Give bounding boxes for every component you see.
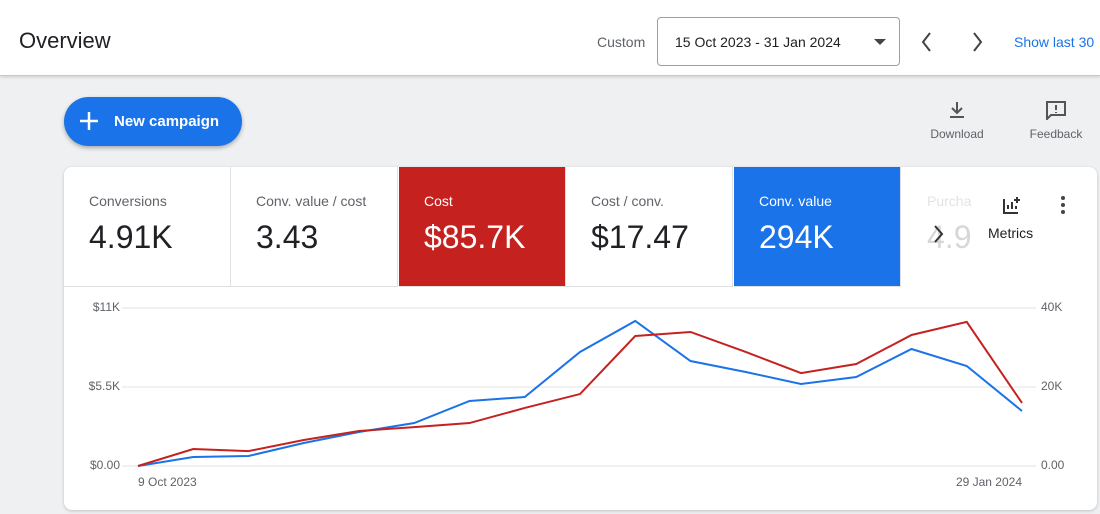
overview-card: Conversions 4.91K Conv. value / cost 3.43 … [64,167,1097,510]
metric-card[interactable]: Cost / conv. $17.47 [566,167,733,287]
download-button[interactable]: Download [922,100,992,145]
metric-label: Conv. value [759,193,832,209]
button-label: Feedback [1029,127,1083,141]
metric-value: $17.47 [591,219,689,255]
show-last-link[interactable]: Show last 30 [1014,34,1095,50]
prev-button[interactable] [918,30,936,54]
dropdown-arrow [874,39,886,45]
metric-card[interactable]: Conv. value 294K [734,167,901,287]
metric-value: 4.91K [89,219,173,255]
metrics-button[interactable]: Metrics [988,225,1034,241]
metric-label: Purcha [927,193,972,209]
scroll-right[interactable] [932,223,946,245]
metrics-icon [1003,197,1020,214]
button-label: Download [930,127,984,141]
metric-value: 294K [759,219,834,255]
page-title: Overview [19,28,111,53]
range-label: Custom [597,34,646,50]
metric-card[interactable]: Conversions 4.91K [64,167,231,287]
plus-icon [80,112,98,130]
metric-card[interactable]: Purcha 4.9 [902,167,1022,287]
metric-label: Cost [424,193,453,209]
metric-label: Cost / conv. [591,193,664,209]
metric-card[interactable]: Cost $85.7K [399,167,566,287]
metric-value: 4.9 [927,219,972,255]
download-icon [950,102,964,118]
metric-value: 3.43 [256,219,319,255]
date-picker[interactable]: 15 Oct 2023 - 31 Jan 2024 [657,17,900,66]
feedback-icon [1046,101,1066,122]
metric-value: $85.7K [424,219,526,255]
metric-label: Conversions [89,193,167,209]
next-button[interactable] [968,30,986,54]
metric-label: Conv. value / cost [256,193,367,209]
button-label: New campaign [114,113,220,130]
date-range: 15 Oct 2023 - 31 Jan 2024 [675,34,841,50]
feedback-button[interactable]: Feedback [1024,100,1088,145]
metric-card[interactable]: Conv. value / cost 3.43 [231,167,398,287]
more-menu[interactable] [1058,195,1068,215]
new-campaign-button[interactable]: New campaign [64,97,242,146]
header: Overview Custom 15 Oct 2023 - 31 Jan 202… [0,0,1100,76]
